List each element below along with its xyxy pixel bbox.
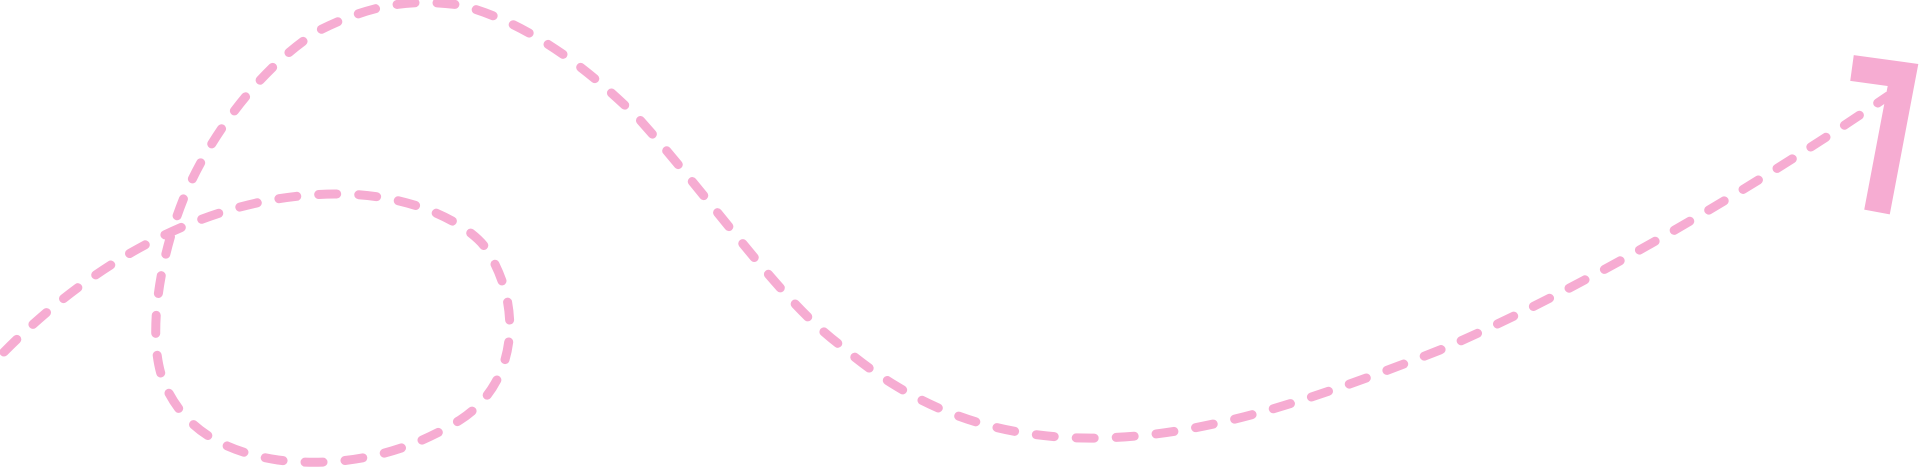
- arrowhead-icon: [1850, 55, 1919, 215]
- dashed-trail-line: [0, 0, 1893, 467]
